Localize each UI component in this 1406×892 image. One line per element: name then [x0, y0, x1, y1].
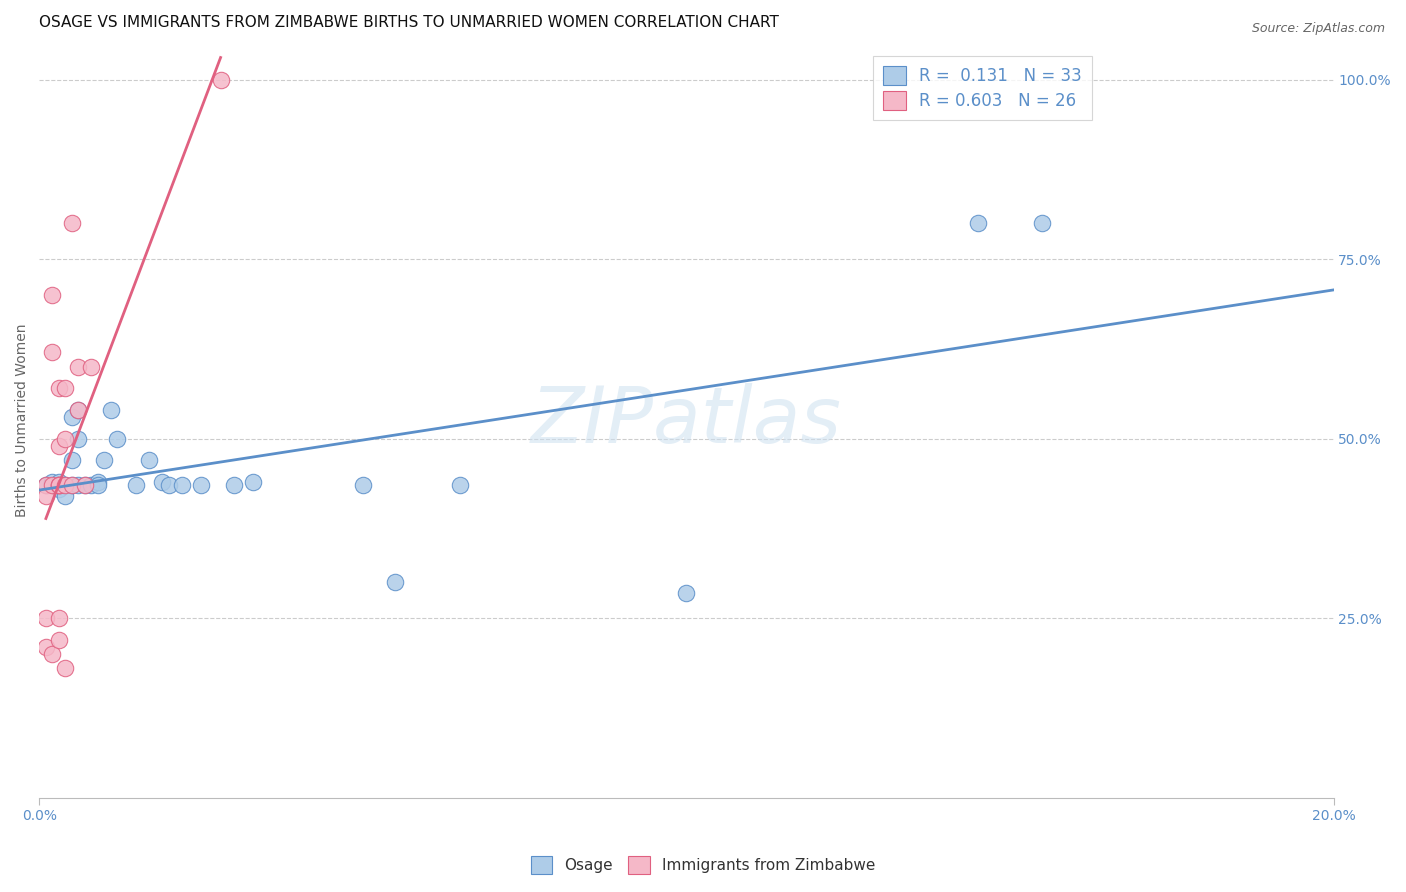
- Point: [222, 478, 245, 492]
- Point: [384, 575, 406, 590]
- Y-axis label: Births to Unmarried Women: Births to Unmarried Women: [15, 324, 30, 517]
- Point: [53, 478, 76, 492]
- Point: [48, 478, 70, 492]
- Point: [60, 410, 83, 425]
- Point: [105, 432, 128, 446]
- Point: [48, 632, 70, 647]
- Point: [53, 381, 76, 395]
- Point: [157, 478, 180, 492]
- Point: [86, 475, 108, 489]
- Point: [352, 478, 374, 492]
- Point: [80, 478, 103, 492]
- Point: [41, 288, 63, 302]
- Point: [80, 359, 103, 374]
- Point: [67, 403, 90, 417]
- Point: [73, 478, 96, 492]
- Point: [53, 661, 76, 675]
- Point: [48, 482, 70, 496]
- Point: [1031, 216, 1053, 230]
- Point: [190, 478, 212, 492]
- Point: [170, 478, 193, 492]
- Point: [48, 381, 70, 395]
- Point: [449, 478, 471, 492]
- Point: [35, 478, 58, 492]
- Point: [86, 478, 108, 492]
- Point: [48, 478, 70, 492]
- Point: [41, 475, 63, 489]
- Point: [67, 359, 90, 374]
- Point: [60, 478, 83, 492]
- Point: [209, 72, 232, 87]
- Point: [138, 453, 160, 467]
- Point: [60, 478, 83, 492]
- Point: [35, 640, 58, 654]
- Point: [48, 439, 70, 453]
- Point: [48, 475, 70, 489]
- Text: OSAGE VS IMMIGRANTS FROM ZIMBABWE BIRTHS TO UNMARRIED WOMEN CORRELATION CHART: OSAGE VS IMMIGRANTS FROM ZIMBABWE BIRTHS…: [39, 15, 779, 30]
- Point: [67, 403, 90, 417]
- Point: [41, 647, 63, 661]
- Point: [48, 478, 70, 492]
- Point: [125, 478, 148, 492]
- Text: Source: ZipAtlas.com: Source: ZipAtlas.com: [1251, 22, 1385, 36]
- Point: [41, 478, 63, 492]
- Legend: R =  0.131   N = 33, R = 0.603   N = 26: R = 0.131 N = 33, R = 0.603 N = 26: [873, 56, 1092, 120]
- Point: [67, 432, 90, 446]
- Point: [53, 432, 76, 446]
- Point: [67, 478, 90, 492]
- Point: [675, 586, 697, 600]
- Legend: Osage, Immigrants from Zimbabwe: Osage, Immigrants from Zimbabwe: [524, 850, 882, 880]
- Point: [35, 489, 58, 503]
- Point: [150, 475, 173, 489]
- Point: [60, 216, 83, 230]
- Point: [41, 345, 63, 359]
- Point: [60, 453, 83, 467]
- Point: [966, 216, 988, 230]
- Point: [93, 453, 115, 467]
- Point: [48, 611, 70, 625]
- Point: [53, 489, 76, 503]
- Point: [35, 611, 58, 625]
- Point: [242, 475, 264, 489]
- Point: [100, 403, 122, 417]
- Point: [53, 478, 76, 492]
- Text: ZIPatlas: ZIPatlas: [531, 383, 842, 458]
- Point: [73, 478, 96, 492]
- Point: [35, 478, 58, 492]
